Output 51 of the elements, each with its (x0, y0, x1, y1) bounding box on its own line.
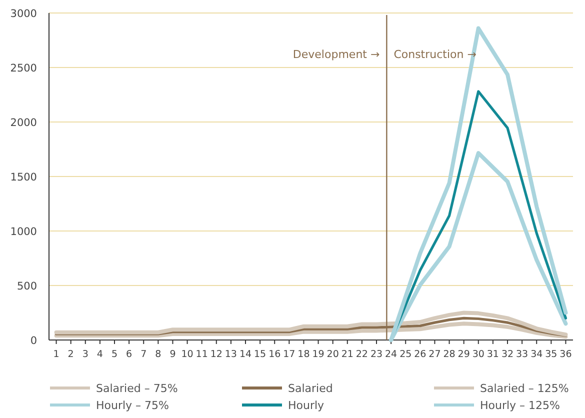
x-tick-label: 24 (385, 349, 398, 360)
x-tick-label: 6 (126, 349, 132, 360)
x-tick-label: 17 (283, 349, 296, 360)
y-tick-label: 2000 (10, 117, 37, 129)
x-tick-label: 36 (560, 349, 572, 360)
x-tick-label: 23 (370, 349, 383, 360)
x-tick-label: 3 (82, 349, 88, 360)
x-tick-label: 22 (356, 349, 368, 360)
y-tick-label: 0 (30, 335, 37, 347)
legend-label: Hourly (288, 399, 325, 412)
x-tick-label: 8 (155, 349, 162, 360)
x-tick-label: 34 (530, 349, 543, 360)
x-tick-label: 16 (268, 349, 281, 360)
x-tick-label: 1 (53, 349, 60, 360)
x-tick-label: 27 (428, 349, 441, 360)
legend-label: Salaried – 75% (96, 382, 178, 395)
x-tick-label: 28 (443, 349, 456, 360)
annotation: Development → (292, 48, 380, 61)
legend-label: Hourly – 75% (96, 399, 170, 412)
x-tick-label: 4 (96, 349, 103, 360)
x-tick-label: 5 (111, 349, 118, 360)
x-tick-label: 30 (472, 349, 484, 360)
x-tick-label: 25 (400, 349, 412, 360)
x-tick-label: 15 (254, 349, 266, 360)
x-tick-label: 19 (312, 349, 324, 360)
x-tick-label: 31 (486, 349, 499, 360)
legend-label: Salaried (288, 382, 333, 395)
x-tick-label: 18 (298, 349, 310, 360)
x-tick-label: 11 (196, 349, 208, 360)
legend-label: Salaried – 125% (480, 382, 569, 395)
x-tick-label: 2 (68, 349, 74, 360)
x-tick-label: 21 (341, 349, 354, 360)
annotation: Construction → (394, 48, 476, 61)
x-tick-label: 35 (545, 349, 558, 360)
y-tick-label: 3000 (10, 8, 37, 20)
y-tick-label: 2500 (10, 62, 37, 74)
x-tick-label: 13 (224, 349, 237, 360)
x-tick-label: 26 (414, 349, 426, 360)
x-tick-label: 20 (326, 349, 339, 360)
x-tick-label: 33 (516, 349, 528, 360)
y-tick-label: 500 (16, 280, 37, 292)
x-tick-label: 7 (140, 349, 147, 360)
y-tick-label: 1000 (10, 226, 37, 238)
x-tick-label: 29 (458, 349, 470, 360)
legend-label: Hourly – 125% (480, 399, 560, 412)
x-tick-label: 9 (170, 349, 176, 360)
x-tick-label: 14 (239, 349, 252, 360)
x-tick-label: 12 (210, 349, 222, 360)
x-tick-label: 32 (501, 349, 514, 360)
y-tick-label: 1500 (10, 172, 37, 184)
x-tick-label: 10 (181, 349, 194, 360)
